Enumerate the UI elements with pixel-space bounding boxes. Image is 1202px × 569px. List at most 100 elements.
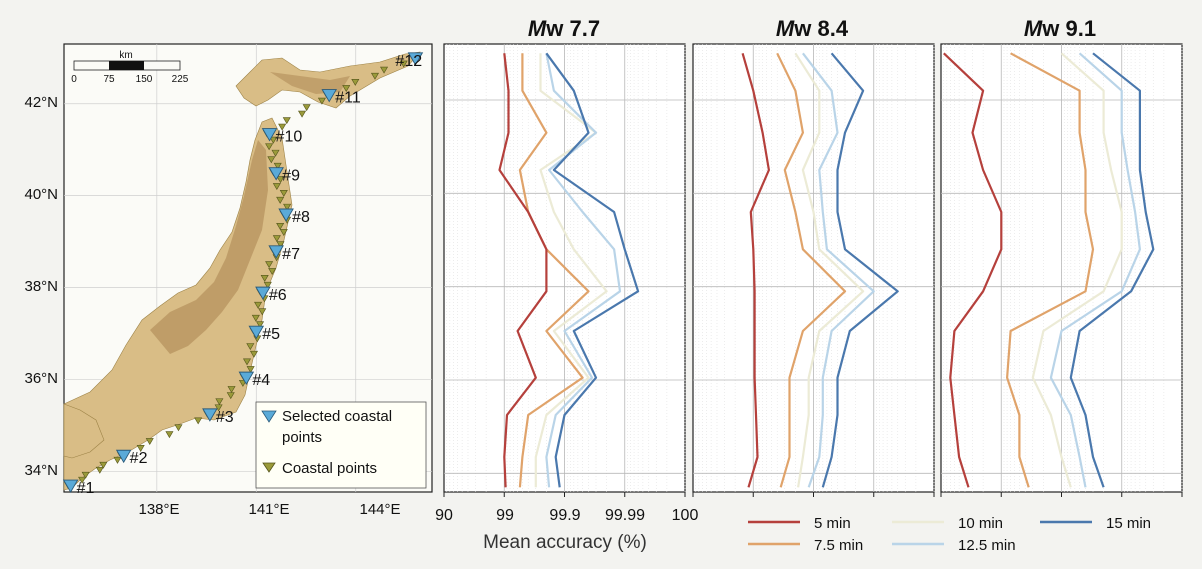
coastal-point-legend-icon — [262, 462, 276, 473]
lon-tick-144: 144°E — [359, 501, 400, 518]
legend-selected-line1: Selected coastal — [282, 408, 392, 425]
coastal-point-marker — [81, 471, 90, 479]
chart-title-mw84: Mw 8.4 — [776, 16, 849, 41]
chart-title-mw84-rest: w 8.4 — [793, 16, 849, 41]
chart-panel-1 — [443, 43, 686, 497]
selected-point-marker — [115, 449, 132, 464]
scalebar-segment-dark — [109, 61, 144, 70]
coastal-point-marker — [276, 241, 285, 249]
series-line-15-min — [1069, 52, 1155, 488]
coastal-point-marker — [268, 268, 277, 276]
coastal-point-marker — [272, 235, 281, 243]
x-tick-99-99: 99.99 — [605, 507, 645, 524]
coastal-point-marker — [113, 456, 122, 464]
lat-tick-36: 36°N — [24, 370, 58, 387]
selected-point-marker — [255, 286, 271, 301]
coastal-point-marker — [282, 117, 291, 125]
x-tick-100: 100 — [672, 507, 699, 524]
legend-label-10min: 10 min — [958, 515, 1003, 532]
selected-point-label: #3 — [216, 409, 234, 426]
lon-tick-138: 138°E — [138, 501, 179, 518]
chart-title-mw77-rest: w 7.7 — [545, 16, 600, 41]
selected-point-marker — [238, 371, 255, 386]
map-legend-box — [255, 401, 427, 489]
chart-title-mw91-rest: w 9.1 — [1041, 16, 1096, 41]
lat-tick-34: 34°N — [24, 462, 58, 479]
selected-point-label: #6 — [269, 287, 287, 304]
coastal-point-marker — [265, 143, 274, 151]
coastal-point-marker — [78, 476, 87, 484]
coastal-point-marker — [174, 424, 183, 432]
selected-point-label: #5 — [262, 326, 280, 343]
legend-label-12-5min: 12.5 min — [958, 537, 1016, 554]
coastal-point-marker — [242, 358, 252, 366]
selected-points: #1 #2 #3 #4 #5 #6 #7 #8 #9 #10 #11 #12 — [62, 52, 424, 497]
coastal-point-marker — [99, 461, 108, 469]
mountain-shading-hokkaido — [270, 72, 350, 94]
chart-title-mw77: Mw 7.7 — [528, 16, 600, 41]
lon-tick-141: 141°E — [248, 501, 289, 518]
coastal-point-marker — [351, 78, 360, 86]
selected-point-label: #4 — [252, 372, 270, 389]
coastal-point-marker — [265, 261, 274, 269]
series-line-15-min — [821, 52, 899, 488]
chart-title-mw84-m: M — [776, 16, 795, 41]
coastal-point-marker — [251, 314, 260, 322]
coastal-point-marker — [136, 445, 145, 452]
series-line-12-5-min — [802, 52, 875, 488]
legend-label-7-5min: 7.5 min — [814, 537, 863, 554]
scalebar: km 0 75 150 225 — [71, 50, 189, 85]
coastal-point-marker — [276, 176, 285, 184]
coastal-point-marker — [399, 60, 408, 68]
selected-point-marker — [268, 245, 284, 259]
coastal-point-marker — [342, 85, 351, 93]
series-line-10-min — [1031, 52, 1123, 488]
selected-point-marker — [202, 408, 218, 422]
selected-point-label: #12 — [395, 53, 422, 70]
selected-point-marker — [261, 128, 278, 142]
coastal-point-marker — [302, 104, 311, 112]
chart-panel-3 — [940, 43, 1183, 497]
series-legend: 5 min 7.5 min 10 min 12.5 min 15 min — [748, 515, 1151, 554]
series-line-7-5-min — [1006, 52, 1095, 488]
coastal-point-marker — [267, 156, 276, 164]
legend-label-15min: 15 min — [1106, 515, 1151, 532]
legend-selected-line2: points — [282, 429, 322, 446]
coastal-point-marker — [165, 431, 174, 439]
selected-point-marker — [248, 325, 265, 340]
scalebar-tick-0: 0 — [71, 74, 77, 85]
coastal-point-marker — [246, 343, 255, 351]
coastal-point-marker — [269, 136, 278, 144]
kyushu-shikoku-terrain — [63, 403, 105, 459]
coastal-point-marker — [276, 196, 285, 204]
coastal-point-marker — [263, 281, 272, 289]
selected-point-label: #9 — [282, 168, 300, 185]
coastal-point-marker — [260, 275, 269, 282]
coastal-point-marker — [279, 190, 288, 197]
legend-label-5min: 5 min — [814, 515, 851, 532]
coastal-point-marker — [298, 110, 307, 118]
coastal-point-marker — [258, 308, 267, 316]
lat-tick-40: 40°N — [24, 186, 58, 203]
selected-point-legend-icon — [261, 410, 277, 423]
coastal-point-marker — [194, 417, 203, 425]
selected-point-label: #10 — [276, 129, 303, 146]
coastal-point-marker — [283, 203, 292, 211]
selected-point-marker — [268, 167, 284, 181]
selected-point-label: #7 — [282, 246, 300, 263]
x-tick-90: 90 — [435, 507, 453, 524]
scalebar-tick-225: 225 — [172, 74, 189, 85]
x-tick-99: 99 — [496, 507, 514, 524]
legend-coastal: Coastal points — [282, 460, 377, 477]
coastal-point-marker — [227, 386, 236, 393]
selected-point-marker — [407, 52, 424, 66]
map-panel: #1 #2 #3 #4 #5 #6 #7 #8 #9 #10 #11 #12 km 0 75 150 … — [24, 43, 433, 518]
selected-point-marker — [278, 208, 294, 222]
series-line-7-5-min — [518, 53, 590, 488]
coastal-point-marker — [380, 66, 389, 74]
mountain-shading — [150, 140, 268, 354]
terrain — [63, 51, 421, 491]
lat-tick-38: 38°N — [24, 278, 58, 295]
coastal-point-marker — [278, 123, 287, 131]
